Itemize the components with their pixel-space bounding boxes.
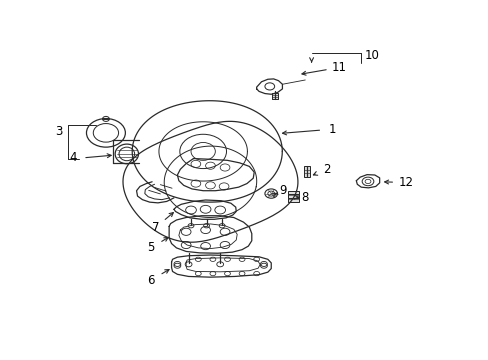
Text: 3: 3 [55,125,62,138]
Text: 2: 2 [323,163,330,176]
Text: 11: 11 [331,61,346,74]
Text: 7: 7 [152,221,160,234]
Text: 12: 12 [398,176,412,189]
Bar [287,194,298,199]
Bar [287,198,298,202]
Bar [287,191,298,195]
Text: 1: 1 [327,123,335,136]
Bar [303,166,309,177]
Text: 8: 8 [301,191,308,204]
Text: 9: 9 [279,184,286,197]
Text: 5: 5 [147,241,155,255]
Text: 10: 10 [364,49,379,62]
Text: 4: 4 [69,151,77,165]
Text: 6: 6 [147,274,155,287]
Bar [271,93,277,99]
